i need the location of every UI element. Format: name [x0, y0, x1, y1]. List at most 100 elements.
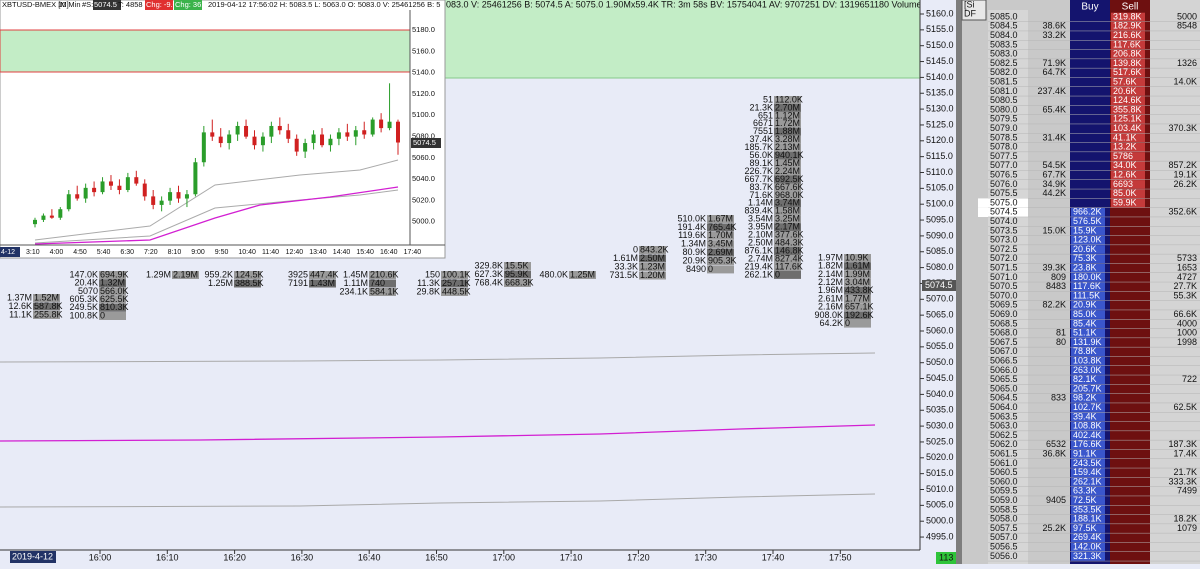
cluster-bar [99, 279, 126, 288]
inside-price [978, 198, 1028, 208]
inset-price-label: 5080.0 [412, 131, 435, 140]
splitter [956, 0, 962, 564]
candle-body [311, 134, 316, 144]
ladder-sell: 41.1K [1113, 132, 1137, 142]
candle-body [201, 132, 206, 163]
cluster-bar [774, 207, 801, 216]
cluster-bar [774, 183, 801, 192]
price-label: 5145.0 [926, 56, 954, 66]
buy-bar [1071, 356, 1105, 366]
inset-price-label: 5180.0 [412, 25, 435, 34]
cluster-ask: 968.0K [775, 190, 804, 200]
candle-body [336, 132, 341, 139]
cluster-ask: 0 [100, 310, 105, 320]
cluster-bar [844, 270, 871, 279]
sell-bar [1111, 124, 1145, 133]
ladder-buy: 82.1K [1073, 374, 1097, 384]
cluster-bar [774, 239, 801, 248]
current-price-tag [922, 280, 956, 291]
ladder-price: 5062.0 [990, 439, 1018, 449]
ladder-volume: 36.8K [1042, 448, 1066, 458]
cluster-bid: 37.4K [749, 134, 773, 144]
cluster-bar [33, 311, 60, 319]
cluster-bar [369, 279, 396, 288]
cluster-bar [707, 223, 734, 232]
candle-body [151, 196, 156, 205]
cluster-bid: 627.3K [474, 269, 503, 279]
price-label: 5020.0 [926, 452, 954, 462]
ladder-price: 5071.5 [990, 262, 1018, 272]
price-label: 5120.0 [926, 135, 954, 145]
cluster-ask: 1.58M [775, 206, 800, 216]
ladder-buy: 159.4K [1073, 467, 1102, 477]
buy-bar [1071, 542, 1105, 552]
time-label: 16:10 [156, 552, 179, 562]
ladder-sell: 216.6K [1113, 30, 1142, 40]
cluster-bar [774, 175, 801, 184]
cluster-bid: 100.8K [69, 310, 98, 320]
inset-time-label: 10:40 [238, 249, 256, 256]
cluster-ask: 433.8K [845, 285, 874, 295]
time-label: 17:40 [762, 552, 785, 562]
cluster-ask: 692.5K [775, 174, 804, 184]
cluster-bar [99, 312, 126, 320]
candle-body [41, 215, 46, 220]
price-label: 5140.0 [926, 72, 954, 82]
ladder-sell: 59.9K [1113, 197, 1137, 207]
cluster-bid: 226.7K [744, 166, 773, 176]
cluster-bar [774, 119, 801, 128]
candle-body [92, 187, 97, 193]
ladder-sell: 20.6K [1113, 86, 1137, 96]
price-label: 5155.0 [926, 24, 954, 34]
inset-price-label: 5020.0 [412, 195, 435, 204]
cluster-ask: 3.74M [775, 198, 800, 208]
cluster-ask: 1.61M [845, 261, 870, 271]
buy-bar [1071, 282, 1105, 291]
inset-band [34, 159, 399, 241]
ladder-price: 5061.0 [990, 458, 1018, 468]
cluster-bar [99, 287, 126, 296]
ladder-price: 5062.5 [990, 430, 1018, 440]
candle-body [277, 125, 282, 131]
cluster-ask: 192.6K [845, 310, 874, 320]
cluster-ask: 0 [708, 264, 713, 274]
cluster-bid: 6671 [753, 118, 773, 128]
ladder-buy: 205.7K [1073, 383, 1102, 393]
ladder-last: 187.3K [1168, 439, 1197, 449]
cluster-bar [639, 263, 666, 271]
cluster-bid: 89.1K [749, 158, 773, 168]
header-field: T: 4858 [118, 0, 143, 9]
ladder-price: 5061.5 [990, 448, 1018, 458]
ladder-buy: 576.5K [1073, 216, 1102, 226]
cluster-bid: 12.6K [8, 301, 32, 311]
ladder-last: 333.3K [1168, 476, 1197, 486]
cluster-ask: 3.25M [775, 214, 800, 224]
candle-body [193, 162, 198, 195]
cluster-bid: 20.9K [682, 255, 706, 265]
candle-body [235, 125, 240, 135]
ladder-price: 5074.0 [990, 216, 1018, 226]
cluster-ask: 1.43M [310, 278, 335, 288]
time-label: 17:50 [829, 552, 852, 562]
candle-body [294, 138, 299, 152]
cluster-bid: 262.1K [744, 269, 773, 279]
candle-body [320, 134, 325, 146]
cluster-bid: 2.61M [818, 293, 843, 303]
cluster-ask: 1.52M [34, 292, 59, 302]
cluster-bid: 1.45M [343, 269, 368, 279]
price-label: 5070.0 [926, 294, 954, 304]
inset-band [34, 189, 399, 244]
ladder-buy: 243.5K [1073, 458, 1102, 468]
cluster-bar [774, 223, 801, 232]
cluster-ask: 3.04M [845, 277, 870, 287]
cluster-bid: 11.3K [417, 278, 440, 288]
buy-bar [1071, 477, 1105, 487]
cluster-bid: 64.2K [819, 318, 843, 328]
buy-bar [1071, 235, 1105, 245]
cluster-bar [569, 271, 596, 279]
cluster-ask: 2.70M [775, 102, 800, 112]
last-price: 5074.5 [413, 138, 436, 147]
field-box [93, 0, 121, 10]
candle-body [108, 181, 113, 186]
